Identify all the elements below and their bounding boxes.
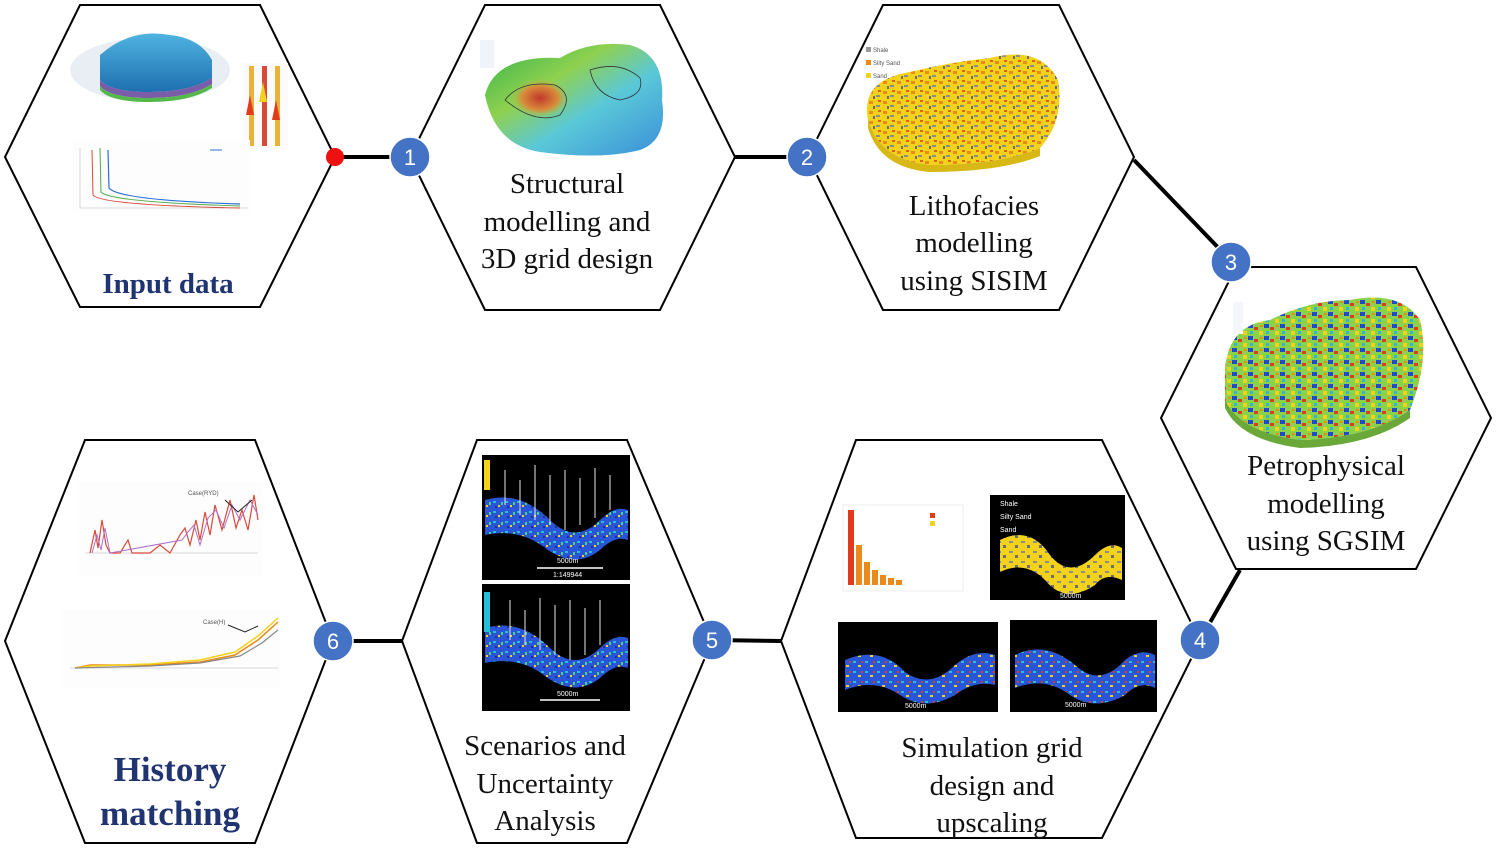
hex-input-data: Input data	[3, 4, 337, 308]
start-dot	[326, 148, 344, 166]
history-rate-chart-thumbnail: Case(RYD)	[78, 482, 263, 577]
step-badge-1: 1	[389, 136, 431, 178]
petrophysical-model-thumbnail	[1225, 297, 1424, 448]
simulation-label-line-2: design and	[930, 770, 1055, 802]
history-bottom-annotation: Case(H)	[203, 620, 225, 626]
step-badge-6: 6	[312, 620, 354, 662]
structural-label-line-3: 3D grid design	[481, 243, 654, 275]
hex-history-matching: Case(RYD) Case(H) History matching	[3, 439, 335, 844]
hex-scenarios-uncertainty: 5000m 1:149944 5000m Scenarios and Uncer…	[400, 439, 714, 844]
scenario-section-bottom: 5000m	[482, 584, 630, 711]
step-number-5: 5	[706, 628, 718, 653]
hex-petrophysical-modelling: Petrophysical modelling using SGSIM	[1159, 266, 1493, 570]
simulation-label-line-1: Simulation grid	[901, 732, 1083, 764]
lithofacies-label-line-1: Lithofacies	[909, 190, 1039, 222]
scenarios-label-line-2: Uncertainty	[477, 768, 614, 800]
structural-label-line-2: modelling and	[484, 206, 651, 238]
hex-structural-modelling: Structural modelling and 3D grid design	[408, 4, 737, 311]
scenario-scale-bar-bottom: 5000m	[557, 691, 579, 698]
input-decline-chart-thumbnail	[72, 140, 250, 212]
history-label-line-2: matching	[100, 794, 241, 833]
step-number-2: 2	[801, 145, 813, 170]
hex-lithofacies-modelling: Shale Silty Sand Sand Lithofacies modell…	[806, 4, 1136, 311]
scenarios-label-line-3: Analysis	[494, 805, 596, 837]
step-badge-5: 5	[691, 619, 733, 661]
litho-legend-silty-sand: Silty Sand	[873, 61, 900, 67]
step-number-4: 4	[1194, 628, 1206, 653]
litho-legend-shale: Shale	[873, 48, 889, 54]
petrophysical-label-line-2: modelling	[1267, 488, 1385, 520]
simulation-label-line-3: upscaling	[936, 807, 1047, 839]
sim-legend-shale: Shale	[1000, 501, 1018, 508]
step-number-3: 3	[1225, 250, 1237, 275]
sim-legend-sand: Sand	[1000, 527, 1016, 534]
scenario-scale-ratio-top: 1:149944	[553, 572, 582, 579]
history-top-annotation: Case(RYD)	[188, 491, 219, 497]
input-3d-block-thumbnail	[70, 33, 230, 102]
petrophysical-label-line-3: using SGSIM	[1247, 525, 1406, 557]
step-badge-4: 4	[1179, 619, 1221, 661]
structural-surface-thumbnail	[480, 40, 664, 156]
simulation-histogram-thumbnail	[842, 504, 964, 592]
petrophysical-label-line-1: Petrophysical	[1247, 450, 1405, 482]
step-badge-3: 3	[1210, 241, 1252, 283]
hex-simulation-grid: Shale Silty Sand Sand 5000m 5000m 5000m …	[779, 439, 1202, 839]
step-badge-2: 2	[786, 136, 828, 178]
history-label-line-1: History	[114, 750, 227, 789]
connector-2-3	[1132, 158, 1234, 264]
simulation-petro-section-a: 5000m	[838, 622, 998, 712]
scenario-section-top: 5000m 1:149944	[482, 455, 630, 580]
structural-label-line-1: Structural	[510, 168, 624, 200]
lithofacies-label-line-2: modelling	[915, 227, 1033, 259]
scenarios-label-line-1: Scenarios and	[464, 730, 626, 762]
sim-scale-bar-a: 5000m	[1060, 593, 1082, 600]
sim-scale-bar-c: 5000m	[1065, 702, 1087, 709]
simulation-petro-section-b: 5000m	[1010, 620, 1157, 712]
step-number-6: 6	[327, 629, 339, 654]
sim-scale-bar-b: 5000m	[905, 703, 927, 710]
history-cumulative-chart-thumbnail: Case(H)	[62, 610, 280, 688]
lithofacies-label-line-3: using SISIM	[900, 265, 1047, 297]
scenario-scale-bar-top: 5000m	[557, 558, 579, 565]
simulation-litho-section-thumbnail: Shale Silty Sand Sand 5000m	[990, 495, 1125, 600]
input-data-label: Input data	[102, 268, 234, 300]
lithofacies-model-thumbnail: Shale Silty Sand Sand	[866, 47, 1060, 172]
sim-legend-silty-sand: Silty Sand	[1000, 514, 1032, 521]
step-number-1: 1	[404, 145, 416, 170]
input-well-logs-thumbnail	[243, 63, 288, 149]
litho-legend-sand: Sand	[873, 74, 887, 80]
